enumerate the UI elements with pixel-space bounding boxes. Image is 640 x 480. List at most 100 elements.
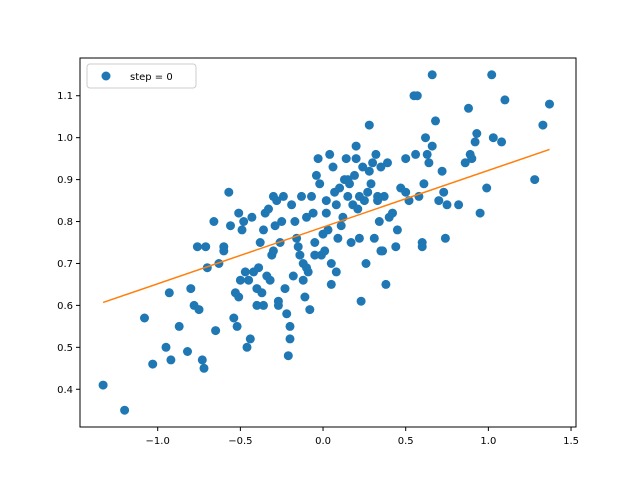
- data-point: [467, 154, 477, 164]
- data-point: [353, 204, 363, 214]
- data-point: [373, 196, 383, 206]
- data-point: [331, 267, 341, 277]
- data-point: [401, 154, 411, 164]
- data-point: [313, 154, 323, 164]
- y-tick-label: 0.4: [57, 385, 73, 396]
- data-point: [368, 158, 378, 168]
- data-point: [197, 355, 207, 365]
- data-point: [320, 246, 330, 256]
- data-point: [391, 242, 401, 252]
- data-point: [259, 300, 268, 310]
- data-point: [278, 191, 288, 201]
- data-point: [343, 191, 353, 201]
- y-tick-label: 0.5: [57, 343, 73, 354]
- data-point: [475, 208, 485, 218]
- data-point: [219, 242, 229, 252]
- data-point: [307, 191, 316, 201]
- data-point: [470, 137, 480, 147]
- data-point: [437, 166, 447, 176]
- data-point: [295, 250, 305, 260]
- data-point: [401, 187, 411, 197]
- data-point: [538, 120, 548, 130]
- data-point: [245, 334, 255, 344]
- legend-label: step = 0: [130, 72, 173, 83]
- data-point: [392, 225, 402, 235]
- data-point: [265, 275, 275, 285]
- y-tick-label: 1.1: [57, 91, 73, 102]
- data-point: [148, 359, 158, 369]
- data-point: [194, 305, 204, 315]
- data-point: [259, 225, 268, 235]
- data-point: [328, 162, 338, 172]
- data-point: [434, 196, 444, 206]
- data-point: [192, 242, 202, 252]
- data-point: [497, 137, 507, 147]
- data-point: [411, 149, 421, 159]
- data-point: [333, 233, 343, 243]
- data-points: [98, 70, 554, 415]
- data-point: [252, 284, 262, 294]
- y-tick-label: 0.7: [57, 259, 73, 270]
- data-point: [288, 271, 298, 281]
- data-point: [364, 166, 374, 176]
- legend-box: [86, 63, 197, 89]
- data-point: [424, 158, 434, 168]
- data-point: [351, 141, 361, 151]
- data-point: [308, 208, 318, 218]
- data-point: [488, 133, 498, 143]
- data-point: [270, 221, 280, 231]
- y-tick-label: 1.0: [57, 133, 73, 144]
- data-point: [440, 233, 450, 243]
- data-point: [374, 217, 384, 226]
- data-point: [487, 70, 497, 80]
- data-point: [341, 154, 351, 164]
- data-point: [417, 242, 427, 252]
- data-point: [164, 288, 174, 298]
- data-point: [454, 200, 464, 210]
- data-point: [229, 313, 239, 323]
- data-point: [273, 296, 283, 306]
- data-point: [244, 275, 254, 285]
- data-point: [201, 242, 211, 252]
- y-tick-label: 0.8: [57, 217, 73, 228]
- data-point: [285, 334, 295, 344]
- data-point: [472, 129, 482, 138]
- data-point: [371, 149, 381, 159]
- data-point: [255, 238, 265, 247]
- data-point: [369, 233, 379, 243]
- data-point: [237, 225, 247, 235]
- y-axis-ticks: 0.4 0.5 0.6 0.7 0.8 0.9 1.0 1.1: [57, 91, 80, 396]
- data-point: [421, 133, 430, 143]
- data-point: [419, 179, 429, 189]
- data-point: [431, 116, 440, 126]
- data-point: [252, 300, 262, 310]
- data-point: [287, 200, 297, 210]
- data-point: [364, 120, 374, 130]
- x-tick-label: 1.0: [480, 436, 496, 447]
- data-point: [343, 175, 353, 185]
- data-point: [321, 208, 331, 218]
- data-point: [427, 141, 437, 151]
- data-point: [254, 263, 264, 273]
- data-point: [161, 342, 171, 352]
- fit-line: [102, 148, 550, 304]
- data-point: [482, 183, 492, 193]
- data-point: [366, 179, 376, 189]
- data-point: [311, 170, 321, 180]
- data-point: [361, 259, 371, 268]
- data-point: [226, 221, 235, 231]
- data-point: [283, 351, 293, 361]
- x-tick-label: 1.5: [563, 436, 579, 447]
- data-point: [356, 296, 366, 306]
- data-point: [209, 217, 219, 226]
- data-point: [346, 238, 356, 247]
- data-point: [351, 154, 361, 164]
- data-point: [235, 275, 245, 285]
- legend-marker: [101, 71, 111, 81]
- data-point: [388, 208, 397, 218]
- data-point: [302, 263, 311, 273]
- data-point: [290, 217, 300, 226]
- data-point: [234, 208, 244, 218]
